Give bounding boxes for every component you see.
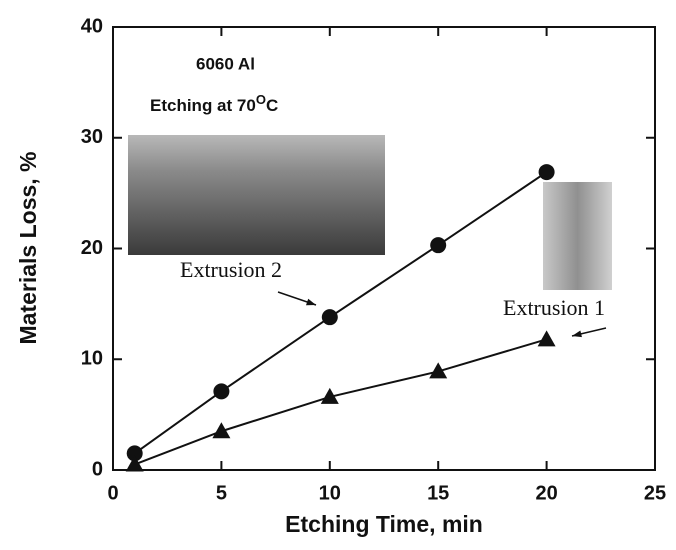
marker [321, 309, 338, 326]
x-tick-label: 10 [319, 482, 341, 504]
marker [429, 362, 448, 379]
x-tick-label: 25 [644, 482, 666, 504]
marker [537, 330, 556, 347]
photo-extrusion-1 [543, 182, 612, 290]
marker [212, 422, 231, 439]
annotation-superscript: O [256, 92, 266, 107]
x-tick-label: 5 [216, 482, 227, 504]
x-tick-label: 15 [427, 482, 449, 504]
x-tick-label: 20 [535, 482, 557, 504]
marker [538, 164, 555, 181]
photo-extrusion-2 [128, 135, 385, 255]
series-line [134, 338, 547, 466]
series-label: Extrusion 2 [180, 257, 282, 282]
arrow-head [572, 330, 582, 338]
y-tick-label: 30 [81, 126, 103, 148]
x-axis-label: Etching Time, min [285, 511, 483, 537]
y-axis-label: Materials Loss, % [15, 151, 41, 344]
marker [126, 445, 143, 462]
y-tick-label: 20 [81, 237, 103, 259]
y-tick-label: 10 [81, 348, 103, 370]
marker [430, 237, 447, 254]
annotation: Etching at 70OC [150, 92, 278, 115]
arrow-head [306, 298, 316, 306]
annotation-part: C [266, 96, 278, 115]
y-tick-label: 40 [81, 15, 103, 37]
annotation: 6060 Al [196, 54, 255, 73]
series-label: Extrusion 1 [503, 295, 605, 320]
marker [213, 383, 230, 400]
marker [320, 387, 339, 404]
annotation-part: Etching at 70 [150, 96, 256, 115]
y-tick-label: 0 [92, 458, 103, 480]
marker [125, 455, 144, 472]
x-tick-label: 0 [107, 482, 118, 504]
